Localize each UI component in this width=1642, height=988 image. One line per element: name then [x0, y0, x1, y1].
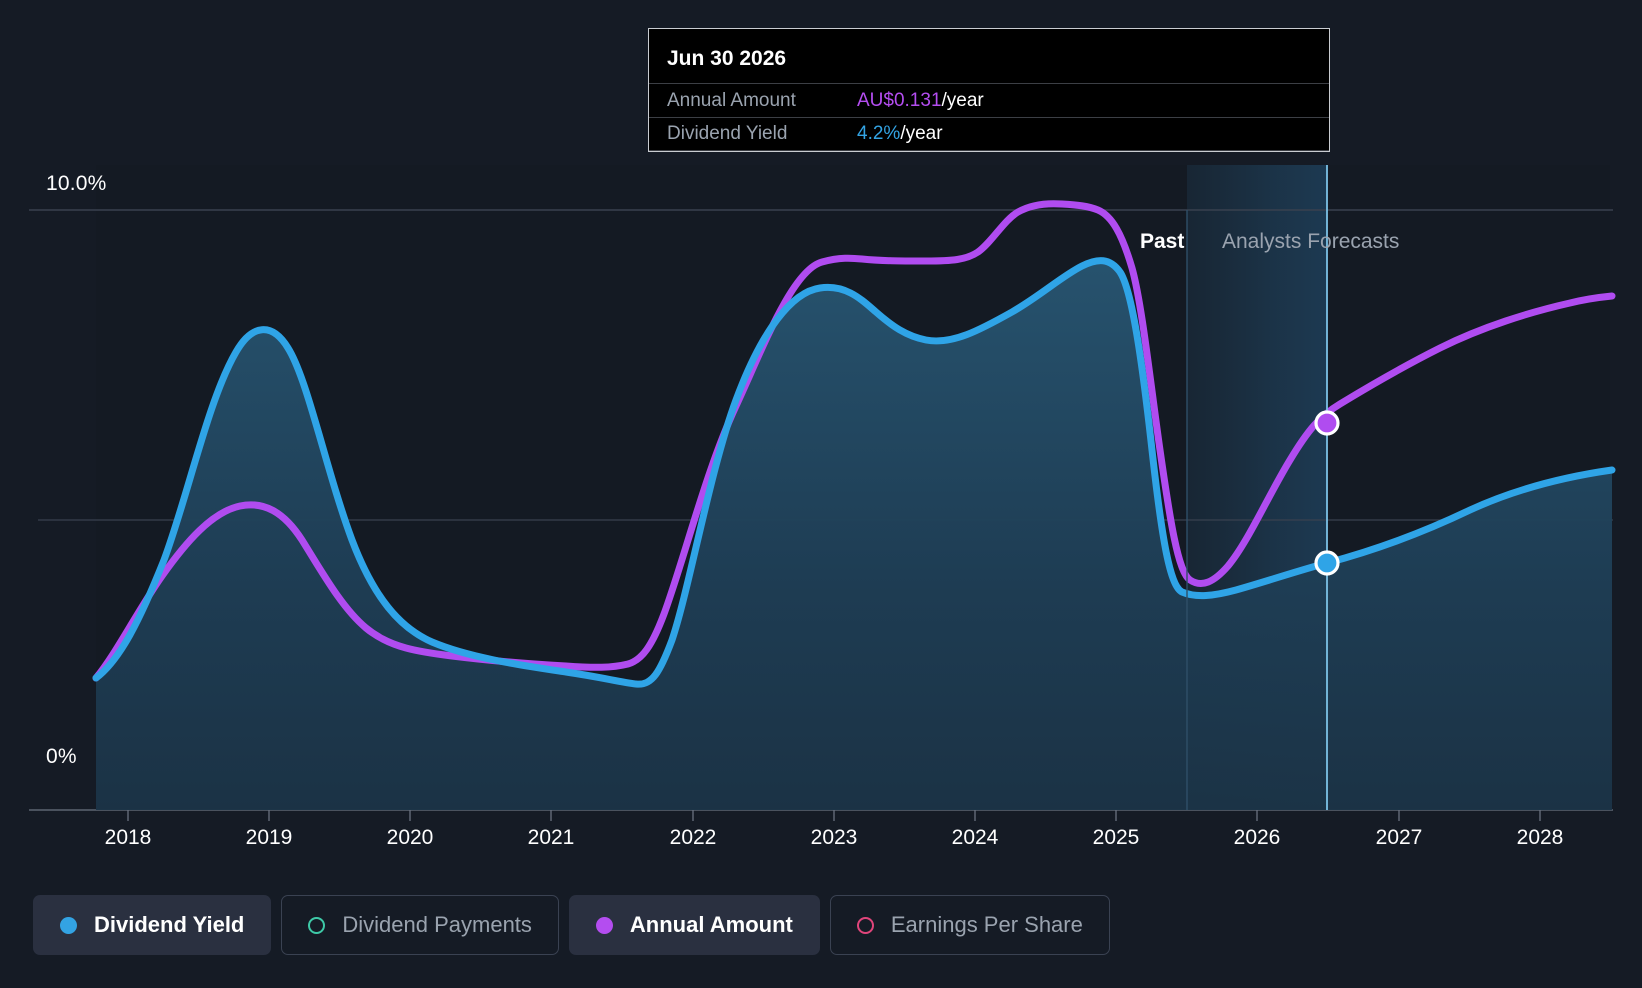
- chart-legend: Dividend Yield Dividend Payments Annual …: [33, 895, 1110, 955]
- dividend-yield-line: [92, 257, 1616, 688]
- dividend-yield-area: [96, 260, 1612, 811]
- marker-dividend-yield[interactable]: [1314, 550, 1340, 576]
- x-axis-label: 2023: [810, 826, 858, 849]
- x-axis-label: 2021: [527, 826, 575, 849]
- x-axis-label: 2024: [951, 826, 999, 849]
- tooltip-value-suffix: /year: [900, 123, 943, 144]
- x-axis-label: 2018: [104, 826, 152, 849]
- tooltip-value-number: 4.2%: [857, 123, 901, 144]
- legend-label: Dividend Payments: [342, 912, 532, 937]
- y-axis-label-bottom: 0%: [46, 745, 77, 768]
- annual-amount-line: [92, 200, 1616, 682]
- tooltip-value: 4.2%/year: [857, 123, 943, 145]
- y-axis-label-top: 10.0%: [46, 172, 107, 195]
- earnings-per-share-dot-icon: [856, 916, 874, 934]
- x-axis-label: 2025: [1092, 826, 1140, 849]
- dividend-payments-dot-icon: [308, 916, 326, 934]
- tooltip-value-number: AU$0.131: [857, 89, 942, 111]
- x-axis-label: 2028: [1516, 826, 1564, 849]
- tooltip-value: AU$0.131/year: [857, 90, 984, 112]
- marker-annual-amount[interactable]: [1314, 410, 1340, 436]
- x-axis-label: 2022: [669, 826, 717, 849]
- x-axis-label: 2019: [245, 826, 293, 849]
- legend-label: Earnings Per Share: [890, 912, 1083, 937]
- tooltip-value-suffix: /year: [941, 89, 984, 111]
- past-label: Past: [1140, 230, 1185, 253]
- analysts-forecasts-label: Analysts Forecasts: [1222, 230, 1400, 253]
- legend-item-dividend-yield[interactable]: Dividend Yield: [33, 895, 272, 955]
- legend-item-dividend-payments[interactable]: Dividend Payments: [281, 895, 559, 955]
- legend-item-annual-amount[interactable]: Annual Amount: [568, 895, 820, 955]
- tooltip-date: Jun 30 2026: [667, 47, 787, 70]
- chart-tooltip: Jun 30 2026 Annual Amount AU$0.131/year …: [648, 28, 1330, 152]
- tooltip-row-dividend-yield: Dividend Yield 4.2%/year: [649, 117, 1329, 151]
- legend-label: Annual Amount: [629, 912, 793, 937]
- legend-label: Dividend Yield: [94, 912, 245, 937]
- tooltip-row-annual-amount: Annual Amount AU$0.131/year: [649, 83, 1329, 117]
- tooltip-label: Dividend Yield: [667, 123, 788, 144]
- x-axis-label: 2027: [1375, 826, 1423, 849]
- tooltip-label: Annual Amount: [667, 89, 796, 111]
- x-axis-ticks: [127, 810, 1541, 821]
- legend-item-earnings-per-share[interactable]: Earnings Per Share: [829, 895, 1110, 955]
- dividend-yield-dot-icon: [60, 916, 77, 934]
- annual-amount-dot-icon: [595, 916, 613, 934]
- x-axis-label: 2026: [1233, 826, 1281, 849]
- x-axis-label: 2020: [386, 826, 434, 849]
